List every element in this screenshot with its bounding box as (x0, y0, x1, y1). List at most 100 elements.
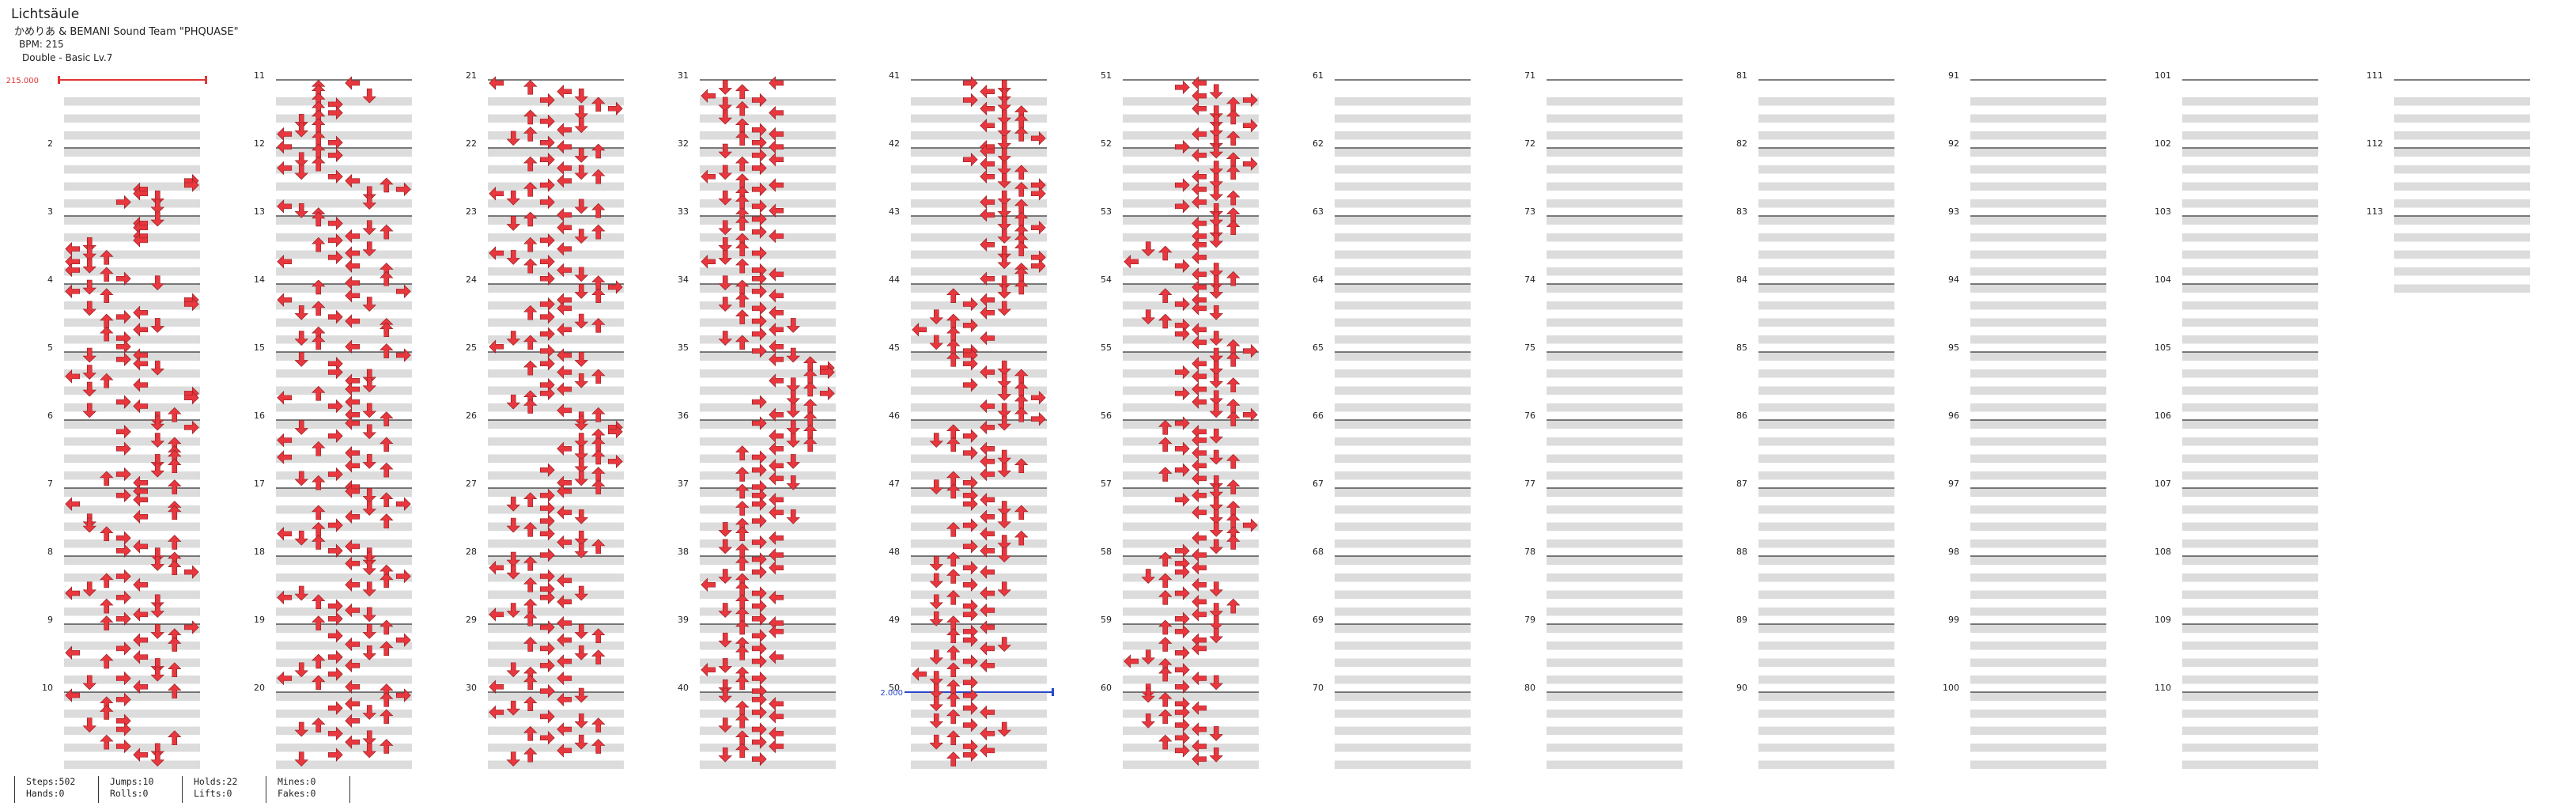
arrow-up-icon (1158, 709, 1173, 725)
beat-band (1547, 97, 1683, 106)
beat-band (2182, 267, 2318, 276)
arrow-right-icon (962, 561, 978, 575)
beat-band (700, 131, 836, 140)
arrow-left-icon (345, 314, 361, 328)
beat-band (2182, 352, 2318, 361)
measure-number: 80 (1524, 683, 1535, 693)
arrow-down-icon (1141, 309, 1155, 325)
arrow-left-icon (345, 697, 361, 711)
beat-band (1758, 199, 1894, 208)
beat-band (1335, 624, 1471, 633)
arrow-left-icon (133, 187, 149, 201)
arrow-down-icon (362, 581, 376, 597)
measure-7: 7 (47, 479, 200, 565)
beat-band (488, 488, 624, 497)
arrow-right-icon (1174, 717, 1190, 732)
measure-number: 22 (466, 138, 477, 149)
beat-band (1547, 710, 1683, 718)
arrow-left-icon (980, 293, 995, 307)
arrow-left-icon (345, 229, 361, 244)
stats-jumps-rolls: Jumps:10 Rolls:0 (98, 776, 153, 803)
arrow-down-icon (997, 254, 1011, 270)
arrow-down-icon (997, 134, 1011, 150)
arrow-down-icon (929, 433, 943, 448)
arrow-up-icon (735, 467, 750, 482)
arrow-up-icon (735, 675, 750, 691)
beat-band (911, 726, 1047, 735)
arrow-right-icon (539, 463, 555, 477)
beat-band (1123, 386, 1259, 395)
measure-number: 53 (1101, 206, 1112, 217)
beat-band (2182, 471, 2318, 480)
beat-band (1123, 726, 1259, 735)
beat-band (488, 233, 624, 242)
arrow-up-icon (100, 573, 114, 589)
beat-band (911, 573, 1047, 582)
arrow-down-icon (506, 564, 520, 580)
arrow-down-icon (1209, 483, 1223, 499)
arrow-right-icon (115, 339, 131, 354)
arrow-down-icon (574, 585, 588, 601)
arrow-left-icon (557, 323, 572, 337)
beat-band (1970, 199, 2106, 208)
beat-band (1970, 710, 2106, 718)
measure-number: 106 (2155, 411, 2171, 421)
arrow-right-icon (539, 343, 555, 358)
beat-band (276, 471, 412, 480)
arrow-up-icon (735, 335, 750, 350)
beat-band (1547, 233, 1683, 242)
arrow-right-icon (962, 93, 978, 108)
beat-band (1335, 437, 1471, 446)
arrow-left-icon (980, 543, 995, 558)
arrow-left-icon (345, 382, 361, 396)
arrow-left-icon (489, 561, 504, 575)
beat-band (1547, 284, 1683, 293)
arrow-right-icon (327, 399, 343, 414)
arrow-right-icon (751, 629, 767, 643)
beat-band (276, 182, 412, 191)
measure-26: 26 (466, 411, 624, 497)
arrow-left-icon (769, 590, 784, 605)
arrow-up-icon (1014, 279, 1029, 295)
arrow-left-icon (769, 178, 784, 192)
arrow-left-icon (489, 705, 504, 720)
measure-63: 63 (1313, 206, 1471, 293)
arrow-left-icon (980, 144, 995, 158)
arrow-down-icon (362, 730, 376, 746)
beat-band (1547, 250, 1683, 259)
beat-band (1123, 301, 1259, 310)
measure-79: 79 (1524, 615, 1683, 701)
measure-number: 13 (254, 206, 265, 217)
arrow-down-icon (362, 377, 376, 393)
beat-band (64, 352, 200, 361)
measure-47: 47 (889, 479, 1047, 565)
measure-56: 56 (1101, 411, 1259, 497)
beat-band (2182, 692, 2318, 701)
arrow-down-icon (997, 415, 1011, 431)
beat-band (1758, 284, 1894, 293)
arrow-left-icon (277, 199, 293, 214)
beat-band (1970, 760, 2106, 769)
beat-band (488, 624, 624, 633)
beat-band (276, 658, 412, 667)
arrow-left-icon (345, 509, 361, 524)
beat-band (2182, 335, 2318, 344)
arrow-right-icon (539, 327, 555, 341)
measure-number: 50 (889, 683, 900, 693)
beat-band (700, 301, 836, 310)
arrow-down-icon (294, 352, 308, 367)
arrow-right-icon (751, 552, 767, 566)
measure-number: 83 (1736, 206, 1747, 217)
arrow-right-icon (1174, 731, 1190, 745)
arrow-right-icon (327, 309, 343, 324)
arrow-up-icon (591, 539, 606, 555)
arrow-down-icon (362, 607, 376, 623)
beat-band (1335, 471, 1471, 480)
beat-band (488, 642, 624, 650)
arrow-down-icon (574, 267, 588, 282)
arrow-right-icon (751, 212, 767, 226)
beat-band (1758, 573, 1894, 582)
measure-1 (64, 79, 200, 157)
beat-band (1758, 760, 1894, 769)
arrow-up-icon (380, 177, 394, 193)
